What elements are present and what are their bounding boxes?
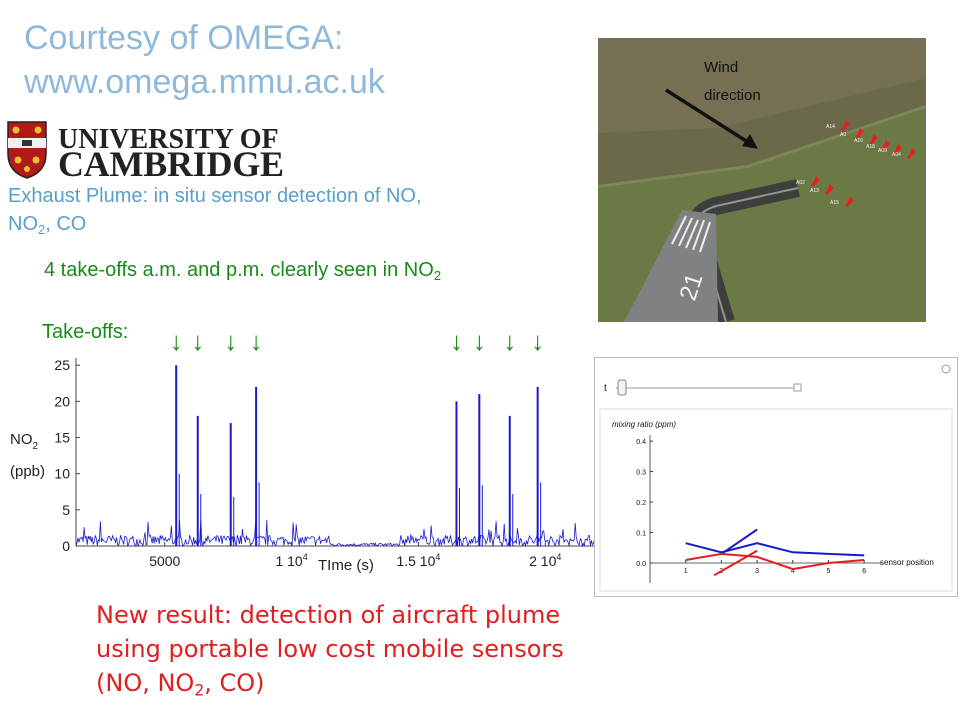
small-x-label: sensor position xyxy=(880,558,934,567)
takeoff-arrow-icon: ↓ xyxy=(191,326,204,356)
small-x-tick-label: 4 xyxy=(791,568,795,575)
no2-time-series-chart: 0 5 10 15 20 25 5000 1 104 1.5 104 2 104 NO2 (pp… xyxy=(0,352,600,577)
small-y-tick-label: 0.1 xyxy=(636,531,646,538)
takeoff-summary-text: 4 take-offs a.m. and p.m. clearly seen i… xyxy=(44,259,434,281)
sensor-pin-stem xyxy=(854,131,863,140)
wind-arrow-icon xyxy=(665,88,755,148)
small-x-tick-label: 3 xyxy=(755,568,759,575)
sensor-pin-stem xyxy=(824,187,833,196)
takeoff-arrow-icon: ↓ xyxy=(224,326,237,356)
x-tick-label: 2 104 xyxy=(529,552,561,569)
close-icon[interactable] xyxy=(941,364,951,374)
y-tick-label: 10 xyxy=(54,466,70,482)
wind-arrowhead-icon xyxy=(742,134,758,149)
result-line3-post: , CO) xyxy=(204,669,265,697)
x-tick-label: 1.5 104 xyxy=(396,552,440,569)
subtitle-post: , CO xyxy=(45,213,87,235)
small-x-tick-label: 1 xyxy=(684,568,688,575)
result-line1: New result: detection of aircraft plume xyxy=(96,601,561,629)
y-tick-label: 20 xyxy=(54,393,70,409)
takeoffs-label: Take-offs: xyxy=(42,321,129,343)
result-line3: (NO, NO xyxy=(96,669,195,697)
sensor-label: A0 xyxy=(840,132,846,138)
small-series-line xyxy=(685,542,865,557)
slider-label: t xyxy=(604,383,607,394)
sensor-label: A14 xyxy=(826,124,835,130)
y-tick-label: 15 xyxy=(54,430,70,446)
subtitle-pre: Exhaust Plume: in situ sensor detection … xyxy=(8,185,422,207)
y-tick-label: 5 xyxy=(62,502,70,518)
small-y-tick-label: 0.3 xyxy=(636,470,646,477)
result-line3-sub: 2 xyxy=(194,681,205,700)
cambridge-crest-icon xyxy=(7,121,47,179)
small-axes: 0.00.10.20.30.41 2 3 4 5 6 xyxy=(636,435,882,583)
courtesy-line1: Courtesy of OMEGA: xyxy=(24,19,344,57)
y-tick-label: 25 xyxy=(54,357,70,373)
y-axis-label-unit: (ppb) xyxy=(10,463,45,480)
x-tick-label: 1 104 xyxy=(275,552,307,569)
small-x-tick-label: 5 xyxy=(827,568,831,575)
sensor-pin-stem xyxy=(906,151,915,160)
small-series-line xyxy=(720,528,758,555)
slider-expand-button[interactable] xyxy=(793,383,802,392)
courtesy-url: www.omega.mmu.ac.uk xyxy=(24,63,385,101)
takeoff-summary: 4 take-offs a.m. and p.m. clearly seen i… xyxy=(44,256,604,290)
small-y-label: mixing ratio (ppm) xyxy=(612,420,676,429)
wind-label-line2: direction xyxy=(704,87,761,104)
sensor-label: A02 xyxy=(796,180,805,186)
small-series-line xyxy=(713,549,758,577)
small-series xyxy=(685,528,865,577)
small-y-tick-label: 0.0 xyxy=(636,561,646,568)
takeoff-arrows: ↓ ↓ ↓ ↓ ↓ ↓ ↓ ↓ xyxy=(170,326,544,356)
logo-line2: CAMBRIDGE xyxy=(58,144,284,180)
sensor-position-panel: t mixing ratio (ppm) 0.00.10.20.30.41 2 3 4… xyxy=(594,357,958,597)
courtesy-text: Courtesy of OMEGA: www.omega.mmu.ac.uk xyxy=(24,16,584,104)
sensor-pin-stem xyxy=(892,147,901,156)
result-text: New result: detection of aircraft plume u… xyxy=(96,598,616,708)
sensor-label: A13 xyxy=(810,188,819,194)
small-y-tick-label: 0.4 xyxy=(636,439,646,446)
takeoff-arrow-icon: ↓ xyxy=(250,326,263,356)
subtitle-sub: 2 xyxy=(38,221,46,237)
plot-area xyxy=(599,408,953,592)
x-axis-label: TIme (s) xyxy=(318,557,374,574)
plume-subtitle: Exhaust Plume: in situ sensor detection … xyxy=(8,182,588,244)
small-series-line xyxy=(685,552,865,571)
runway-markings xyxy=(671,215,711,253)
result-line2: using portable low cost mobile sensors xyxy=(96,635,564,663)
sensor-pin-stem xyxy=(844,199,853,208)
no2-series xyxy=(75,365,596,548)
sensor-label: A04 xyxy=(892,152,901,158)
takeoff-arrow-icon: ↓ xyxy=(473,326,486,356)
takeoff-arrow-icon: ↓ xyxy=(531,326,544,356)
time-slider-thumb[interactable] xyxy=(617,379,627,396)
sensor-pin-stem xyxy=(880,143,889,152)
y-tick-label: 0 xyxy=(62,538,70,554)
takeoff-arrow-icon: ↓ xyxy=(503,326,516,356)
sensor-pin-stem xyxy=(868,137,877,146)
sensor-pin-stem xyxy=(840,123,849,132)
wind-label-line1: Wind xyxy=(704,59,738,76)
takeoff-arrow-icon: ↓ xyxy=(450,326,463,356)
sensor-label: A18 xyxy=(866,144,875,150)
sensor-pin-stem xyxy=(810,179,819,188)
x-tick-labels: 5000 1 104 1.5 104 2 104 xyxy=(149,542,561,569)
cambridge-logo: UNIVERSITY OF CAMBRIDGE xyxy=(4,120,294,184)
sensor-label: A09 xyxy=(878,148,887,154)
takeoff-summary-sub: 2 xyxy=(433,267,442,283)
y-tick-labels: 0 5 10 15 20 25 xyxy=(54,357,80,554)
sensor-label: A15 xyxy=(830,200,839,206)
small-x-tick-label: 6 xyxy=(862,568,866,575)
y-axis-label-no2: NO2 xyxy=(10,431,39,452)
logo-line1: UNIVERSITY OF xyxy=(58,124,279,155)
small-y-tick-label: 0.2 xyxy=(636,500,646,507)
takeoff-arrow-icon: ↓ xyxy=(170,326,183,356)
x-tick-label: 5000 xyxy=(149,553,180,569)
sensor-label: A10 xyxy=(854,138,863,144)
subtitle-no: NO xyxy=(8,213,38,235)
